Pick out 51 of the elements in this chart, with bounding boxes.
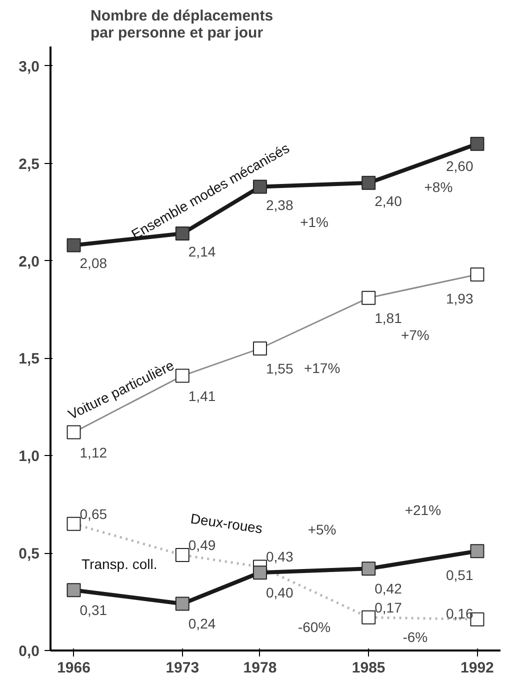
point <box>66 238 81 252</box>
annotation: -6% <box>402 628 428 645</box>
data-label: 0,65 <box>80 506 108 522</box>
y-tick-label: 0,5 <box>18 546 40 563</box>
annotation: +1% <box>300 214 329 230</box>
data-label: 0,31 <box>80 602 108 618</box>
data-label: 2,38 <box>266 196 294 213</box>
x-tick-label: 1985 <box>352 660 386 676</box>
data-label: 2,40 <box>374 192 402 209</box>
y-tick-label: 1,0 <box>18 448 40 466</box>
point <box>252 566 267 580</box>
data-label: 0,40 <box>266 584 294 601</box>
y-tick-label: 1,5 <box>18 350 40 368</box>
x-tick-label: 1966 <box>57 660 90 676</box>
y-tick-label: 0,0 <box>18 643 40 660</box>
y-tick-label: 2,5 <box>18 156 40 173</box>
point <box>175 596 190 611</box>
x-tick-label: 1978 <box>243 660 277 676</box>
y-tick-label: 3,0 <box>18 58 40 76</box>
annotation: +5% <box>308 522 336 538</box>
annotation: -60% <box>298 619 331 636</box>
data-label: 0,49 <box>188 537 216 554</box>
point <box>362 562 376 576</box>
data-label: 1,41 <box>188 388 216 404</box>
data-label: 0,51 <box>446 567 474 584</box>
point <box>470 544 484 558</box>
series-label: Transp. coll. <box>82 556 158 572</box>
data-label: 0,42 <box>374 580 402 597</box>
data-label: 1,12 <box>80 444 108 460</box>
x-tick-label: 1973 <box>166 660 200 676</box>
data-label: 0,16 <box>446 605 474 622</box>
y-axis-title: Nombre de déplacements par personne et par jour <box>90 8 274 42</box>
annotation: +21% <box>404 502 442 518</box>
annotation: +17% <box>304 360 340 376</box>
data-label: 0,24 <box>188 616 216 632</box>
data-label: 2,60 <box>446 158 474 174</box>
annotation: +7% <box>400 326 430 343</box>
data-label: 1,93 <box>446 290 474 306</box>
data-label: 2,08 <box>80 255 108 272</box>
point <box>66 583 81 598</box>
x-tick-label: 1992 <box>460 660 494 676</box>
data-label: 1,81 <box>374 310 402 326</box>
data-label: 0,43 <box>266 548 294 565</box>
data-label: 0,17 <box>374 599 402 616</box>
text: Deux-roues <box>190 510 264 536</box>
data-label: 2,14 <box>188 244 216 260</box>
point <box>470 136 484 151</box>
annotation: +8% <box>424 178 453 195</box>
y-tick-label: 2,0 <box>18 253 40 270</box>
data-label: 1,55 <box>266 360 294 376</box>
point <box>362 176 376 190</box>
